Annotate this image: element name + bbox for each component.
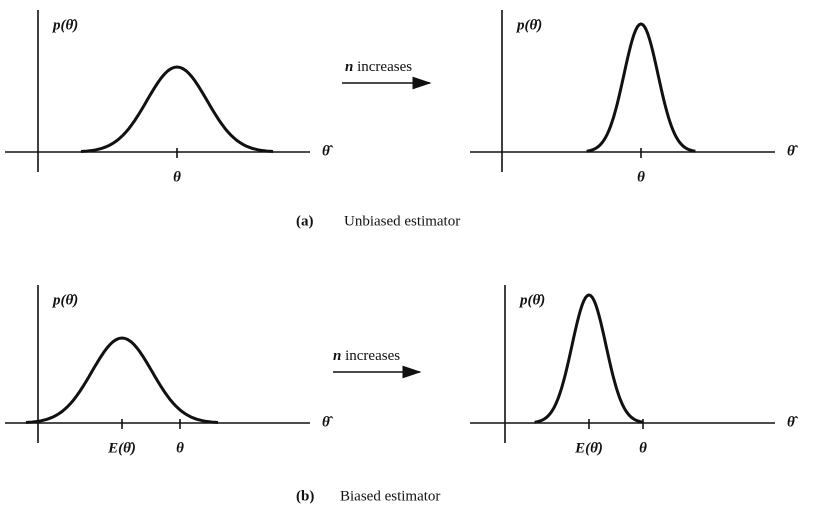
density-curve — [80, 65, 274, 153]
arrow-var: n — [345, 59, 353, 75]
x-axis-label: θ̂ — [787, 143, 799, 159]
caption-tag: (b) — [296, 488, 314, 504]
arrow-label: n increases — [345, 59, 412, 75]
caption-text: Unbiased estimator — [344, 213, 460, 229]
arrow-text: increases — [345, 348, 400, 364]
x-axis-label: θ̂ — [322, 143, 334, 159]
tick-label: θ — [637, 169, 645, 185]
y-axis-label: p(θ̂) — [51, 17, 78, 33]
caption-text: Biased estimator — [340, 488, 440, 504]
caption-tag: (a) — [296, 213, 314, 229]
tick-label: θ — [173, 169, 181, 185]
y-axis-label: p(θ̂) — [51, 292, 78, 308]
density-curve — [25, 336, 219, 424]
arrow-label: n increases — [333, 348, 400, 364]
arrow-var: n — [333, 348, 341, 364]
tick-label: θ — [639, 440, 647, 456]
tick-label: θ — [176, 440, 184, 456]
density-curve — [586, 22, 696, 153]
tick-label: E(θ̂) — [574, 440, 603, 456]
tick-label: E(θ̂) — [107, 440, 136, 456]
arrow-text: increases — [357, 59, 412, 75]
y-axis-label: p(θ̂) — [518, 292, 545, 308]
x-axis-label: θ̂ — [322, 414, 334, 430]
density-curve — [534, 293, 644, 424]
y-axis-label: p(θ̂) — [515, 17, 542, 33]
x-axis-label: θ̂ — [787, 414, 799, 430]
